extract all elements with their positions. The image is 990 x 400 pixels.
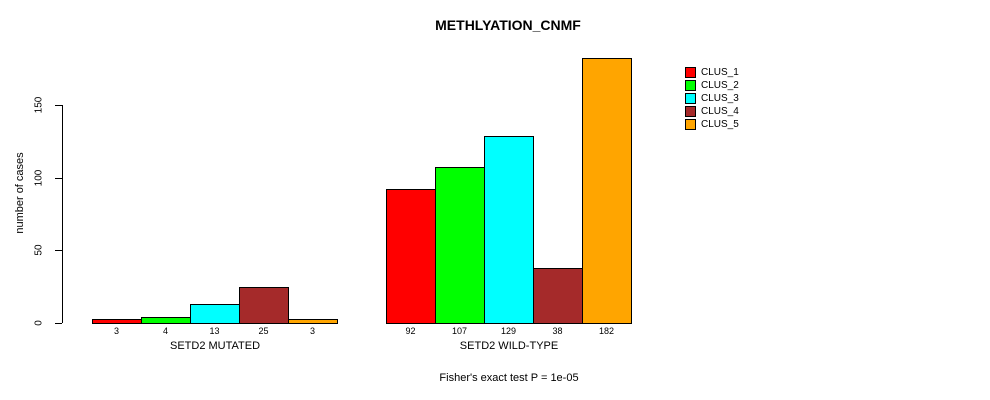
bar-value-label: 13 [209, 326, 220, 336]
y-axis-tick-label: 50 [33, 244, 45, 256]
legend-swatch-clus_1 [685, 67, 696, 78]
y-axis-tick [55, 178, 62, 179]
y-axis-line [62, 105, 63, 323]
y-axis-tick-label: 100 [33, 169, 45, 187]
y-axis-tick-label: 150 [33, 96, 45, 114]
legend-label-clus_5: CLUS_5 [701, 119, 739, 130]
bar-clus_4 [533, 268, 583, 324]
bar-clus_5 [288, 319, 338, 324]
bar-value-label: 182 [598, 326, 615, 336]
bar-value-label: 3 [309, 326, 316, 336]
bar-clus_4 [239, 287, 289, 324]
y-axis-tick [55, 105, 62, 106]
legend-label-clus_4: CLUS_4 [701, 106, 739, 117]
y-axis-tick-label: 0 [33, 320, 45, 326]
bar-clus_3 [484, 136, 534, 324]
y-axis-tick [55, 250, 62, 251]
bar-value-label: 38 [552, 326, 563, 336]
legend-swatch-clus_3 [685, 93, 696, 104]
bar-value-label: 129 [500, 326, 517, 336]
legend-label-clus_3: CLUS_3 [701, 93, 739, 104]
bar-clus_2 [141, 317, 191, 324]
bar-value-label: 3 [113, 326, 120, 336]
legend-swatch-clus_5 [685, 119, 696, 130]
y-axis-title: number of cases [14, 152, 26, 234]
chart-title: METHLYATION_CNMF [435, 17, 581, 33]
group-label-setd2-mutated: SETD2 MUTATED [169, 340, 261, 352]
bar-value-label: 92 [405, 326, 416, 336]
bar-clus_1 [386, 189, 436, 324]
bar-value-label: 4 [162, 326, 169, 336]
legend-swatch-clus_4 [685, 106, 696, 117]
legend-label-clus_1: CLUS_1 [701, 67, 739, 78]
fisher-test-footnote: Fisher's exact test P = 1e-05 [439, 372, 579, 384]
bar-clus_1 [92, 319, 142, 324]
bar-clus_2 [435, 167, 485, 324]
group-label-setd2-wild-type: SETD2 WILD-TYPE [459, 340, 559, 352]
bar-clus_5 [582, 58, 632, 324]
legend-label-clus_2: CLUS_2 [701, 80, 739, 91]
y-axis-tick [55, 323, 62, 324]
legend-swatch-clus_2 [685, 80, 696, 91]
bar-value-label: 25 [258, 326, 269, 336]
bar-value-label: 107 [451, 326, 468, 336]
bar-clus_3 [190, 304, 240, 324]
